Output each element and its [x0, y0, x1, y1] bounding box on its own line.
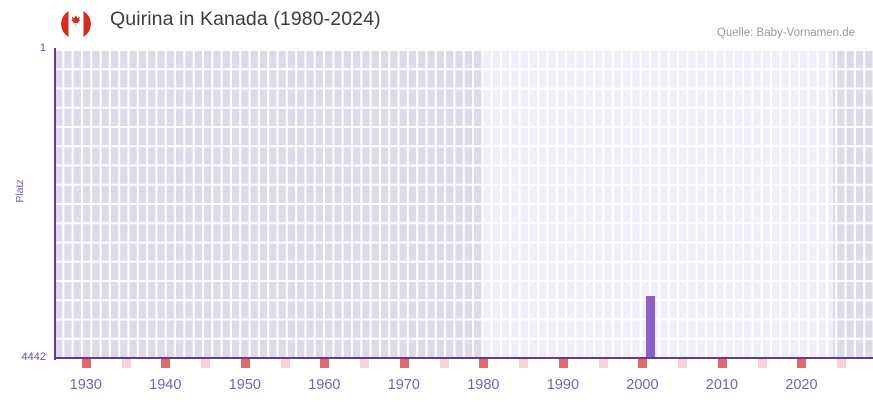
baseline-tick-1950	[240, 359, 250, 368]
canada-flag-icon	[61, 9, 91, 39]
x-axis-tick-1970: 1970	[387, 377, 420, 393]
chart-header: Quirina in Kanada (1980-2024) Quelle: Ba…	[0, 0, 873, 46]
x-axis-tick-1930: 1930	[69, 377, 102, 393]
x-axis-tick-2000: 2000	[626, 377, 659, 393]
x-axis-tick-1940: 1940	[149, 377, 182, 393]
highlight-span-1980-2024	[483, 50, 834, 358]
baseline-tick-1940	[161, 359, 171, 368]
baseline-tick-2025	[837, 359, 847, 368]
baseline-tick-1980	[479, 359, 489, 368]
x-axis-tick-2020: 2020	[785, 377, 818, 393]
y-axis-title: Platz	[14, 179, 26, 203]
x-axis-tick-1990: 1990	[546, 377, 580, 393]
y-axis-line	[54, 48, 56, 360]
baseline-tick-1975	[439, 359, 449, 368]
baseline-tick-2005	[678, 359, 688, 368]
baseline-tick-1970	[399, 359, 409, 368]
x-axis-tick-1950: 1950	[228, 377, 261, 393]
baseline-tick-1935	[121, 359, 131, 368]
bar-2001[interactable]	[646, 296, 656, 358]
baseline-tick-1930	[81, 359, 91, 368]
x-axis-tick-1980: 1980	[467, 377, 500, 393]
baseline-tick-1945	[201, 359, 211, 368]
source-attribution: Quelle: Baby-Vornamen.de	[716, 27, 855, 39]
baseline-tick-2010	[717, 359, 727, 368]
y-axis-tick-top: 1	[39, 42, 46, 54]
baseline-tick-1955	[280, 359, 290, 368]
baseline-tick-2015	[757, 359, 767, 368]
x-axis-tick-1960: 1960	[308, 377, 341, 393]
x-axis-line	[54, 357, 873, 359]
baseline-tick-1965	[360, 359, 370, 368]
plot-area	[54, 50, 873, 358]
baseline-tick-1990	[558, 359, 568, 368]
x-axis-tick-2010: 2010	[705, 377, 739, 393]
baseline-tick-2000	[638, 359, 648, 368]
y-axis-tick-bottom: 4442	[21, 351, 46, 363]
baseline-tick-2020	[797, 359, 807, 368]
baseline-tick-1995	[598, 359, 608, 368]
baseline-tick-1960	[320, 359, 330, 368]
baseline-tick-1985	[519, 359, 529, 368]
page-title: Quirina in Kanada (1980-2024)	[110, 8, 381, 30]
